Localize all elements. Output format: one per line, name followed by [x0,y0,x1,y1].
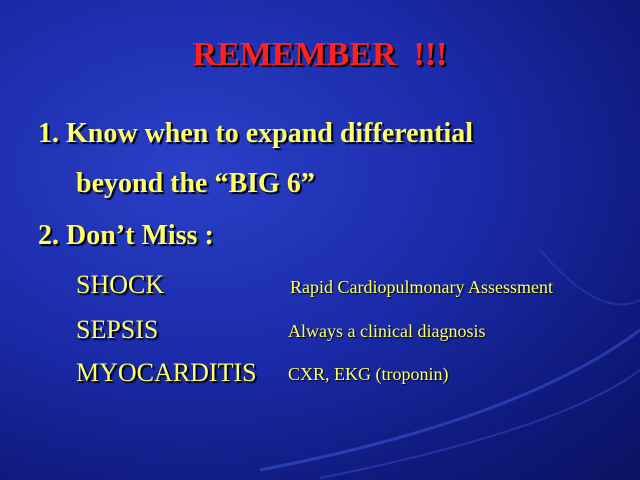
point-1-line-2: beyond the “BIG 6” [76,168,315,199]
item-sepsis-note: Always a clinical diagnosis [288,321,486,341]
item-myocarditis-note: CXR, EKG (troponin) [288,364,449,384]
item-sepsis-term: SEPSIS [76,315,159,344]
slide-title: REMEMBER !!! [192,36,448,73]
point-1-line-1: 1. Know when to expand differential [38,118,474,149]
point-2: 2. Don’t Miss : [38,220,214,251]
item-shock-note: Rapid Cardiopulmonary Assessment [290,277,553,297]
item-shock-term: SHOCK [76,270,165,299]
item-myocarditis-term: MYOCARDITIS [76,358,257,387]
